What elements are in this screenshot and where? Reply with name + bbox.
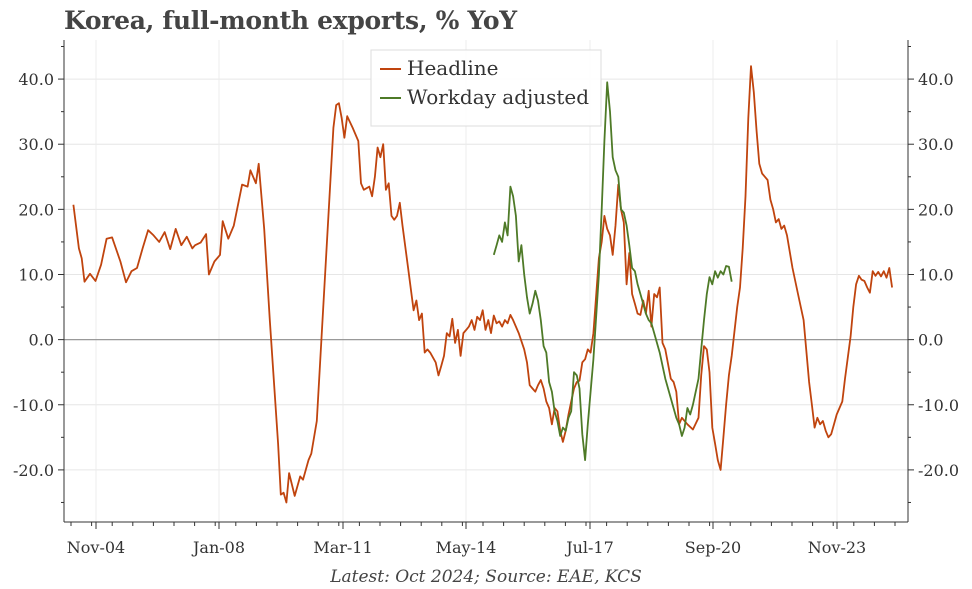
y-tick-label: 0.0 <box>29 331 54 350</box>
y-tick-label: 10.0 <box>18 265 54 284</box>
legend-box <box>370 49 602 127</box>
y-axis-right: 40.0 30.0 20.0 10.0 0.0 -10.0 -20.0 <box>908 46 959 503</box>
y-tick-label: -10.0 <box>13 396 54 415</box>
chart-title: Korea, full-month exports, % YoY <box>64 6 517 35</box>
axes <box>63 40 909 523</box>
series-lines <box>72 65 893 504</box>
y-tick-label: 40.0 <box>918 70 954 89</box>
x-tick-label: Sep-20 <box>685 538 741 557</box>
legend-label: Workday adjusted <box>407 85 589 109</box>
y-tick-label: 40.0 <box>18 70 54 89</box>
y-tick-label: -10.0 <box>918 396 959 415</box>
gridlines <box>64 40 908 522</box>
y-tick-label: 20.0 <box>18 200 54 219</box>
y-tick-label: 30.0 <box>918 135 954 154</box>
x-tick-label: May-14 <box>436 538 497 557</box>
y-tick-label: 20.0 <box>918 200 954 219</box>
legend-label: Headline <box>407 56 499 80</box>
y-tick-label: -20.0 <box>918 461 959 480</box>
x-tick-label: Nov-04 <box>67 538 125 557</box>
y-tick-label: 0.0 <box>918 331 943 350</box>
x-tick-label: Nov-23 <box>808 538 866 557</box>
x-tick-label: Jan-08 <box>191 538 245 557</box>
x-tick-label: Mar-11 <box>313 538 372 557</box>
y-axis-left: 40.0 30.0 20.0 10.0 0.0 -10.0 -20.0 <box>13 46 64 503</box>
x-axis: Nov-04 Jan-08 Mar-11 May-14 Jul-17 Sep-20 Nov-… <box>67 522 896 557</box>
legend: Headline Workday adjusted <box>370 49 602 127</box>
series-line-headline <box>72 65 893 504</box>
y-tick-label: 30.0 <box>18 135 54 154</box>
series-line-workday-adjusted <box>492 81 733 461</box>
chart-footer: Latest: Oct 2024; Source: EAE, KCS <box>330 567 642 587</box>
y-tick-label: -20.0 <box>13 461 54 480</box>
y-tick-label: 10.0 <box>918 265 954 284</box>
x-tick-label: Jul-17 <box>564 538 614 557</box>
